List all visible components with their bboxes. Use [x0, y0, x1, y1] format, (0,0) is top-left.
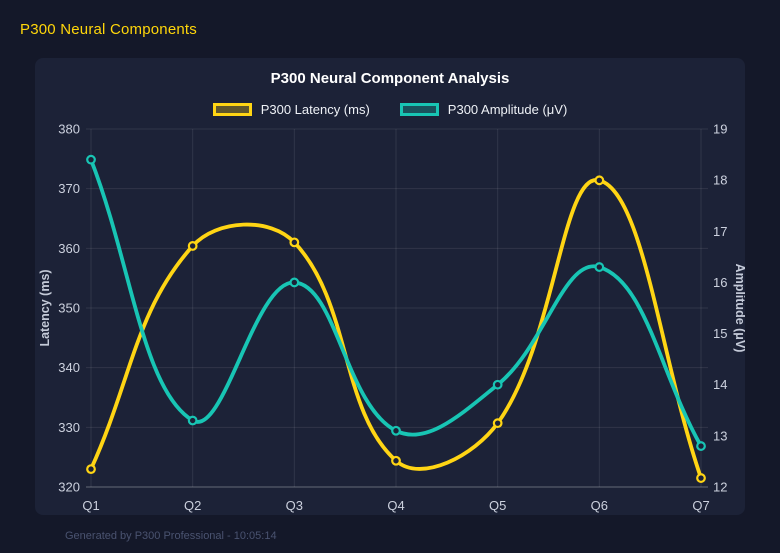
legend-label: P300 Latency (ms) [260, 102, 370, 117]
data-point-0-0[interactable] [86, 464, 96, 475]
x-tick-label: Q6 [591, 498, 608, 513]
legend-item-1[interactable]: P300 Amplitude (μV) [399, 102, 568, 117]
chart-panel: P300 Neural Component Analysis P300 Late… [35, 58, 745, 515]
x-tick-label: Q2 [184, 498, 201, 513]
x-tick-label: Q3 [286, 498, 303, 513]
x-tick-label: Q5 [489, 498, 506, 513]
data-point-0-3[interactable] [391, 455, 401, 466]
axis-title-left: Latency (ms) [38, 269, 52, 346]
y-left-tick-label: 360 [58, 241, 80, 256]
data-point-0-1[interactable] [187, 241, 198, 251]
y-right-tick-label: 14 [713, 377, 727, 392]
data-point-0-6[interactable] [696, 473, 706, 483]
legend-label: P300 Amplitude (μV) [447, 102, 568, 117]
data-point-1-5[interactable] [594, 262, 605, 272]
x-tick-label: Q4 [387, 498, 404, 513]
legend-swatch [399, 103, 439, 116]
data-point-1-4[interactable] [492, 379, 503, 390]
x-tick-label: Q1 [82, 498, 99, 513]
header-title: P300 Neural Components [20, 21, 198, 38]
data-point-1-3[interactable] [391, 425, 401, 436]
data-point-1-2[interactable] [289, 277, 300, 288]
y-left-tick-label: 370 [58, 181, 80, 196]
y-left-tick-label: 340 [58, 360, 80, 375]
y-left-tick-label: 320 [58, 480, 80, 495]
y-right-tick-label: 12 [713, 480, 727, 495]
y-right-tick-label: 18 [713, 173, 727, 188]
x-tick-label: Q7 [692, 498, 709, 513]
footer-text: Generated by P300 Professional - 10:05:1… [65, 530, 277, 542]
y-right-tick-label: 13 [713, 428, 727, 443]
y-left-tick-label: 350 [58, 301, 80, 316]
data-point-1-1[interactable] [187, 415, 198, 426]
legend-swatch [212, 103, 252, 116]
axis-title-right: Amplitude (μV) [733, 264, 745, 353]
data-point-0-5[interactable] [594, 175, 605, 186]
y-right-tick-label: 19 [713, 122, 727, 137]
y-right-tick-label: 15 [713, 326, 727, 341]
y-right-tick-label: 17 [713, 224, 727, 239]
data-point-1-0[interactable] [86, 154, 96, 165]
data-point-1-6[interactable] [696, 441, 706, 451]
data-point-0-4[interactable] [492, 418, 503, 429]
data-point-0-2[interactable] [289, 237, 300, 248]
chart-canvas: 380 370 360 350 340 330 320 19 18 17 16 15 14 13 12 Q1 Q… [38, 122, 745, 514]
chart-title: P300 Neural Component Analysis [270, 70, 510, 87]
legend-item-0[interactable]: P300 Latency (ms) [212, 102, 370, 117]
y-right-tick-label: 16 [713, 275, 727, 290]
chart-legend: P300 Latency (ms) P300 Amplitude (μV) [35, 102, 745, 117]
y-left-tick-label: 380 [58, 122, 80, 137]
y-left-tick-label: 330 [58, 420, 80, 435]
